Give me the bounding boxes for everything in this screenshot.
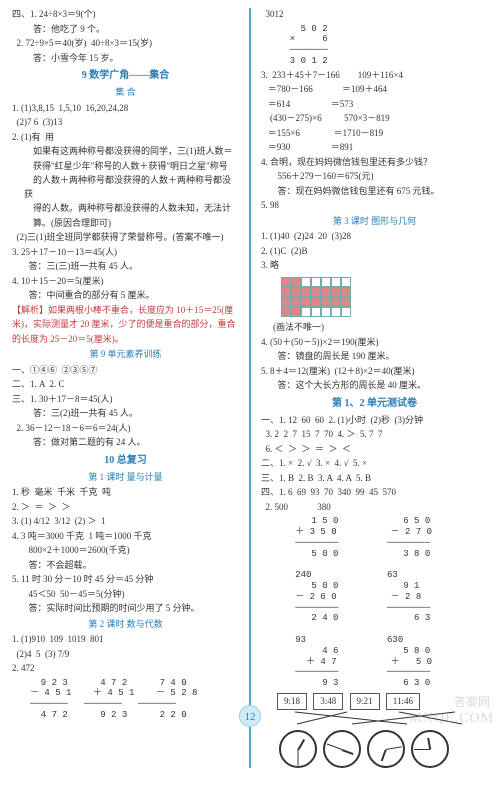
text-line: 算。(原因合理即可) bbox=[12, 217, 239, 231]
analysis-line: 【解析】如果两根小棒不重合，长度应为 10＋15＝25(厘 bbox=[12, 304, 239, 318]
text-line: 1. (1)910 109 1019 801 bbox=[12, 633, 239, 647]
text-line: 3. (1) 4/12 3/12 (2) ＞ 1 bbox=[12, 515, 239, 529]
test-title: 第 1、2 单元测试卷 bbox=[261, 396, 488, 411]
text-line: 2. 36－12－18－6＝6＝24(人) bbox=[12, 422, 239, 436]
text-line: 5. 8＋4＝12(厘米) (12＋8)×2＝40(厘米) bbox=[261, 365, 488, 379]
grid-note: (画法不唯一) bbox=[261, 321, 488, 335]
text-line: 的人数＋两种称号都没获得的人数＋两种称号都没获 bbox=[12, 174, 239, 201]
text-line: (2)4 5 (3) 7/9 bbox=[12, 648, 239, 662]
text-line: 1. 秒 毫米 千米 千克 吨 bbox=[12, 486, 239, 500]
text-line: 获得"红星少年"称号的人数＋获得"明日之星"称号 bbox=[12, 160, 239, 174]
text-line: 4. 10＋15－20＝5(厘米) bbox=[12, 275, 239, 289]
text-line: ＝930 ＝891 bbox=[261, 141, 488, 155]
text-line: 答：镜盘的周长是 190 厘米。 bbox=[261, 350, 488, 364]
text-line: 3012 bbox=[261, 8, 488, 22]
text-line: 2. 72÷9×5＝40(岁) 40÷8×3＝15(岁) bbox=[12, 37, 239, 51]
section-title-9: 9 数学广角——集合 bbox=[12, 68, 239, 83]
text-line: 6. ＜ ＞ ＞ ＝ ＞ ＜ bbox=[261, 443, 488, 457]
clock-icon bbox=[323, 730, 361, 768]
text-line: ＝780－166 ＝109＋464 bbox=[261, 83, 488, 97]
text-line: 4. 合明，现在妈妈微信钱包里还有多少钱？ bbox=[261, 156, 488, 170]
text-line: (2)三(1)班全班同学都获得了荣誉称号。(答案不唯一) bbox=[12, 231, 239, 245]
vertical-calculation: 9 2 3 4 7 2 7 4 0 － 4 5 1 ＋ 4 5 1 － 5 2 … bbox=[30, 678, 239, 721]
clock-icon bbox=[367, 730, 405, 768]
text-line: 二、1. A 2. C bbox=[12, 378, 239, 392]
text-line: 答：不会超载。 bbox=[12, 559, 239, 573]
clock-icon bbox=[411, 730, 449, 768]
clock-icon bbox=[279, 730, 317, 768]
text-line: 2. ＞ ＝ ＞ ＞ bbox=[12, 501, 239, 515]
unit-training-title: 第 9 单元素养训练 bbox=[12, 348, 239, 362]
text-line: 答：做对第二题的有 24 人。 bbox=[12, 436, 239, 450]
subsection-title: 集 合 bbox=[12, 86, 239, 100]
text-line: 答：这个大长方形的周长是 40 厘米。 bbox=[261, 379, 488, 393]
text-line: 5. 98 bbox=[261, 199, 488, 213]
vertical-calculation: 5 0 2 × 6 ─────── 3 0 1 2 bbox=[279, 24, 488, 67]
text-line: 4. (50＋(50－5))×2＝190(厘米) bbox=[261, 336, 488, 350]
text-line: (2)7 6 (3)13 bbox=[12, 116, 239, 130]
clocks-row bbox=[279, 730, 488, 768]
text-line: 1. (1)3,8,15 1,5,10 16,20,24,28 bbox=[12, 102, 239, 116]
text-line: 四、1. 24÷8×3＝9(个) bbox=[12, 8, 239, 22]
lesson-title: 第 3 课时 图形与几何 bbox=[261, 215, 488, 229]
text-line: 三、1. B 2. B 3. A 4. A 5. B bbox=[261, 472, 488, 486]
text-line: 答：三(2)班一共有 45 人。 bbox=[12, 407, 239, 421]
text-line: 3. 25＋17－10－13＝45(人) bbox=[12, 246, 239, 260]
time-box: 9:21 bbox=[350, 693, 380, 711]
text-line: 2. (1)C (2)B bbox=[261, 245, 488, 259]
text-line: 三、1. 30＋17－8＝45(人) bbox=[12, 393, 239, 407]
text-line: 一、1. 12 60 60 2. (1)小时 (2)秒 (3)分钟 bbox=[261, 414, 488, 428]
text-line: 4. 3 吨＝3000 千克 1 吨＝1000 千克 bbox=[12, 530, 239, 544]
text-line: 556＋279－160＝675(元) bbox=[261, 170, 488, 184]
time-box: 3:48 bbox=[313, 693, 343, 711]
right-column: 3012 5 0 2 × 6 ─────── 3 0 1 2 3. 233＋45… bbox=[261, 8, 488, 768]
text-line: 2. 500 380 bbox=[261, 501, 488, 515]
text-line: ＝155×6 ＝1710－819 bbox=[261, 127, 488, 141]
lesson-title: 第 2 课时 数与代数 bbox=[12, 618, 239, 632]
text-line: 3. 略 bbox=[261, 259, 488, 273]
text-line: ＝614 ＝573 bbox=[261, 98, 488, 112]
text-line: 答：他吃了 9 个。 bbox=[12, 23, 239, 37]
analysis-line: 的长度为 25－20＝5(厘米)。 bbox=[12, 333, 239, 347]
text-line: 2. (1)有 用 bbox=[12, 131, 239, 145]
text-line: 一、①④⑥ ②③⑤⑦ bbox=[12, 364, 239, 378]
page-number-badge: 12 bbox=[239, 705, 261, 727]
text-line: 800×2＋1000＝2600(千克) bbox=[12, 544, 239, 558]
left-column: 四、1. 24÷8×3＝9(个) 答：他吃了 9 个。 2. 72÷9×5＝40… bbox=[12, 8, 239, 768]
text-line: 2. 472 bbox=[12, 662, 239, 676]
time-box: 9:18 bbox=[277, 693, 307, 711]
text-line: 答：现在妈妈微信钱包里还有 675 元钱。 bbox=[261, 185, 488, 199]
text-line: 答：三(三)班一共有 45 人。 bbox=[12, 260, 239, 274]
text-line: 答：实际时间比预期的时间少用了 5 分钟。 bbox=[12, 602, 239, 616]
text-line: 3. 2 2 7 15 7 70 4. ＞ 5. 7 7 bbox=[261, 428, 488, 442]
text-line: 四、1. 6 69 93 70 340 99 45 570 bbox=[261, 486, 488, 500]
analysis-line: 米)，实际测量才 20 厘米，少了的便是重合的部分，重合 bbox=[12, 318, 239, 332]
text-line: 1. (1)40 (2)24 20 (3)28 bbox=[261, 230, 488, 244]
text-line: 如果有这两种称号都没获得的同学，三(1)班人数＝ bbox=[12, 145, 239, 159]
text-line: 答：小雪今年 15 岁。 bbox=[12, 52, 239, 66]
text-line: 二、1. × 2. √ 3. × 4. √ 5. × bbox=[261, 457, 488, 471]
text-line: 答：中间重合的部分有 5 厘米。 bbox=[12, 289, 239, 303]
section-title-10: 10 总复习 bbox=[12, 453, 239, 468]
column-divider bbox=[249, 8, 251, 768]
grid-figure bbox=[281, 277, 351, 317]
text-line: 得的人数。两种称号都没获得的人数未知，无法计 bbox=[12, 202, 239, 216]
watermark-url: MXQE.COM bbox=[409, 708, 494, 729]
page-content: 四、1. 24÷8×3＝9(个) 答：他吃了 9 个。 2. 72÷9×5＝40… bbox=[0, 0, 500, 798]
text-line: 45＜50 50－45＝5(分钟) bbox=[12, 588, 239, 602]
text-line: 5. 11 时 30 分－10 时 45 分＝45 分钟 bbox=[12, 573, 239, 587]
vertical-calculation: 1 5 0 6 5 0 ＋ 3 5 0 － 2 7 0 ──────── ───… bbox=[279, 516, 488, 689]
text-line: (430－275)×6 570×3－819 bbox=[261, 112, 488, 126]
lesson-title: 第 1 课时 量与计量 bbox=[12, 471, 239, 485]
text-line: 3. 233＋45＋7－166 109＋116×4 bbox=[261, 69, 488, 83]
